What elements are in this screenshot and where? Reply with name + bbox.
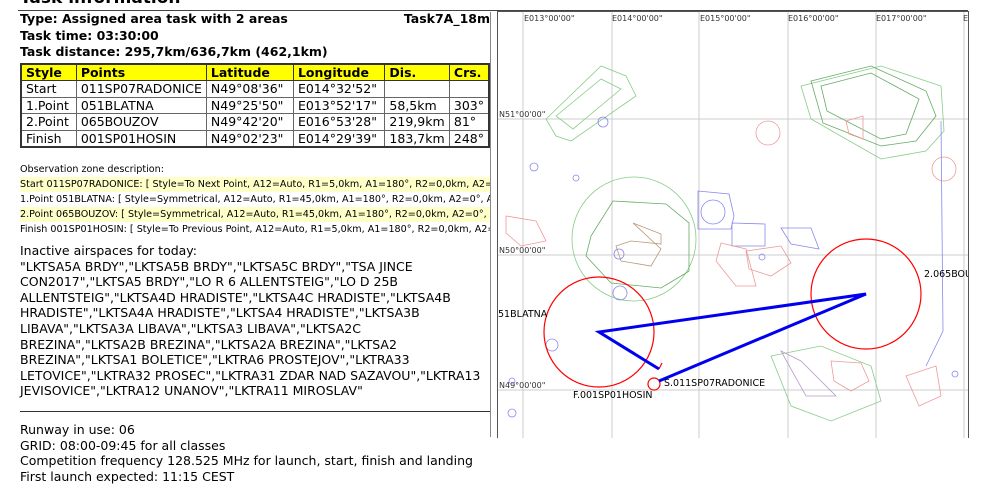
table-cell: 81° — [448, 113, 490, 131]
table-cell: 183,7km — [384, 129, 450, 148]
table-row: 2.Point 065BOUZOV N49°42'20" E016°53'28" 219… — [20, 113, 490, 131]
table-row: Finish 001SP01HOSIN N49°02'23" E014°29'39" 1… — [20, 129, 490, 148]
airspaces — [505, 65, 959, 422]
lat-label: N51°00'00" — [499, 110, 545, 119]
col-latitude: Latitude — [205, 63, 294, 81]
lat-label: N50°00'00" — [499, 246, 545, 255]
table-cell: 2.Point — [20, 113, 77, 131]
table-cell — [384, 80, 450, 98]
table-cell: N49°02'23" — [205, 129, 294, 148]
lon-label: E013°00'00" — [524, 14, 575, 23]
inactive-title: Inactive airspaces for today: — [20, 243, 198, 258]
lon-label: E017°00'00" — [876, 14, 927, 23]
task-map: E013°00'00" E014°00'00" E015°00'00" E016… — [497, 11, 969, 438]
grid-time: GRID: 08:00-09:45 for all classes — [20, 437, 226, 453]
map-svg: E013°00'00" E014°00'00" E015°00'00" E016… — [498, 12, 968, 438]
table-cell: E016°53'28" — [292, 113, 386, 131]
label-blatna: 51BLATNA — [498, 309, 548, 320]
table-cell: Start — [20, 80, 77, 98]
table-cell — [448, 80, 490, 98]
briefing-info: Runway in use: 06 GRID: 08:00-09:45 for … — [20, 422, 490, 484]
lon-label: E015°00'00" — [700, 14, 751, 23]
table-row: 1.Point 051BLATNA N49°25'50" E013°52'17" 58,… — [20, 96, 490, 114]
obs-line: Finish 001SP01HOSIN: [ Style=To Previous… — [20, 224, 490, 235]
runway: Runway in use: 06 — [20, 421, 135, 437]
zone-bouzov — [810, 238, 922, 350]
lon-label: E014°00'00" — [612, 14, 663, 23]
lat-label: N49°00'00" — [499, 381, 545, 390]
observation-zones — [543, 238, 922, 391]
table-cell: 1.Point — [20, 96, 77, 114]
table-cell: 001SP01HOSIN — [75, 129, 207, 148]
task-info-panel: Task7A_18m Type: Assigned area task with… — [20, 11, 490, 484]
zone-blatna — [543, 276, 655, 388]
page-title: Task information — [20, 0, 181, 8]
first-launch: First launch expected: 11:15 CEST — [20, 468, 235, 484]
divider — [20, 410, 490, 412]
task-time: Task time: 03:30:00 — [20, 27, 159, 43]
table-cell: N49°25'50" — [205, 96, 294, 114]
table-cell: N49°42'20" — [205, 113, 294, 131]
graticule — [498, 12, 968, 438]
table-cell: 248° — [448, 129, 490, 148]
table-cell: 58,5km — [384, 96, 450, 114]
table-row: Start 011SP07RADONICE N49°08'36" E014°32'52… — [20, 80, 490, 98]
lon-label: E — [963, 14, 968, 23]
col-points: Points — [75, 63, 207, 81]
table-cell: 303° — [448, 96, 490, 114]
label-start: S.011SP07RADONICE — [664, 378, 765, 389]
inactive-airspaces: Inactive airspaces for today: "LKTSA5A B… — [20, 243, 490, 399]
obs-title: Observation zone description: — [20, 164, 164, 175]
table-cell: 051BLATNA — [75, 96, 207, 114]
frequency: Competition frequency 128.525 MHz for la… — [20, 453, 473, 469]
zone-start — [647, 377, 661, 391]
table-cell: 219,9km — [384, 113, 450, 131]
label-bouzov: 2.065BOUZOV — [924, 269, 968, 280]
col-style: Style — [20, 63, 77, 81]
col-dis: Dis. — [384, 63, 450, 81]
task-name: Task7A_18m — [403, 11, 490, 26]
table-cell: E013°52'17" — [292, 96, 386, 114]
obs-line: Start 011SP07RADONICE: [ Style=To Next P… — [20, 177, 490, 192]
obs-line: 2.Point 065BOUZOV: [ Style=Symmetrical, … — [20, 207, 490, 222]
panel-divider — [490, 12, 491, 437]
table-cell: N49°08'36" — [205, 80, 294, 98]
task-type: Type: Assigned area task with 2 areas — [20, 11, 288, 26]
label-finish: F.001SP01HOSIN — [573, 390, 653, 401]
table-cell: 011SP07RADONICE — [75, 80, 207, 98]
table-cell: E014°29'39" — [292, 129, 386, 148]
observation-zone-description: Observation zone description: Start 011S… — [20, 162, 490, 237]
table-cell: 065BOUZOV — [75, 113, 207, 131]
col-longitude: Longitude — [292, 63, 386, 81]
inactive-list: "LKTSA5A BRDY","LKTSA5B BRDY","LKTSA5C B… — [20, 258, 481, 399]
table-cell: E014°32'52" — [292, 80, 386, 98]
obs-line: 1.Point 051BLATNA: [ Style=Symmetrical, … — [20, 194, 490, 205]
task-route — [594, 292, 867, 383]
table-cell: Finish — [20, 129, 77, 148]
task-distance: Task distance: 295,7km/636,7km (462,1km) — [20, 44, 328, 59]
col-crs: Crs. — [448, 63, 490, 81]
table-header-row: Style Points Latitude Longitude Dis. Crs… — [20, 63, 490, 81]
task-table: Style Points Latitude Longitude Dis. Crs… — [20, 62, 490, 148]
header-rule — [18, 10, 968, 11]
lon-label: E016°00'00" — [788, 14, 839, 23]
